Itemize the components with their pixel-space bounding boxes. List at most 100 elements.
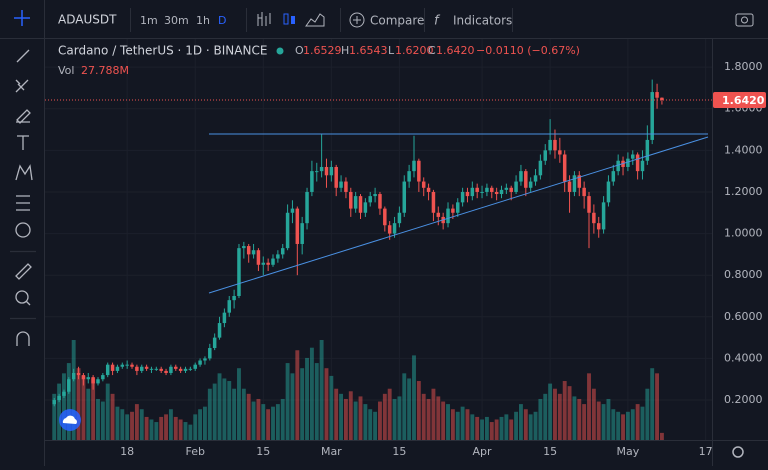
emoji-tool[interactable] [15,222,31,238]
volume-bar [601,404,606,440]
volume-bar [202,406,207,440]
candle-body [577,175,582,188]
symbol[interactable]: ADAUSDT [58,13,117,27]
volume-bar [577,398,582,440]
volume-bar [518,404,523,440]
zoom-tool[interactable] [15,290,29,304]
candle-body [67,379,71,392]
compare-icon[interactable] [353,16,361,24]
candle-body [611,171,616,182]
crosshair-icon[interactable] [14,10,30,26]
y-tick-label: 0.6000 [724,310,763,323]
volume-bar [587,373,591,440]
candle-body [650,92,654,140]
candle-body [290,208,295,213]
candles-icon[interactable] [283,13,289,25]
volume-bar [319,340,324,440]
candle-body [57,395,61,401]
candle-body [81,375,86,380]
indicators-icon[interactable]: f [434,14,441,29]
candle-body [315,171,319,173]
candle-body [169,366,173,373]
candle-body [110,364,115,371]
candle-body [349,191,353,209]
candle-body [465,191,470,197]
ruler-tool[interactable] [15,263,32,280]
last-price-label: 1.6420 [722,94,765,107]
interval-active[interactable]: D [218,14,226,27]
candle-body [310,171,314,192]
forecast-tool[interactable] [16,195,30,211]
volume-bar [596,401,601,440]
candle-body [329,166,334,176]
volume-bar [567,386,572,440]
text-tool[interactable] [17,135,29,150]
volume-bar [324,368,329,440]
volume-value: 27.788M [81,64,129,77]
candle-body [553,139,557,151]
zoom-tool[interactable] [25,300,31,306]
pattern-tool[interactable] [15,164,33,181]
candle-body [378,194,382,209]
candles-icon[interactable] [291,16,295,24]
candle-body [271,258,275,265]
settings-icon[interactable] [732,446,744,458]
candle-body [232,295,236,301]
plot [45,39,712,440]
volume-bar [100,401,105,440]
candle-body [164,370,168,373]
volume-bar [183,422,188,440]
candle-body [392,223,397,234]
trend-line-tool[interactable] [16,49,30,63]
candle-body [198,360,202,365]
candle-body [567,181,572,192]
volume-bar [484,416,489,440]
snapshot-icon[interactable] [735,13,754,27]
candle-body [217,323,222,338]
volume-bar [426,398,431,440]
candle-body [334,166,338,188]
interval[interactable]: 1m [140,14,158,27]
volume-bar [475,416,480,440]
volume-bar [368,409,373,440]
candle-body [135,366,139,371]
volume-bar [134,404,139,440]
compare-icon[interactable] [349,12,365,28]
volume-bar [494,419,499,440]
candle-body [324,166,329,176]
volume-bar [373,411,378,440]
left-toolbar [10,49,36,346]
volume-bar [285,363,290,440]
magnet-tool[interactable] [16,331,30,346]
volume-bar [378,401,382,440]
interval[interactable]: 30m [164,14,189,27]
compare[interactable]: Compare [370,14,424,28]
volume-bar [431,388,436,440]
y-tick-label: 1.4000 [724,143,763,156]
bars-icon[interactable] [257,12,271,26]
snapshot-icon[interactable] [741,16,748,24]
candle-body [154,368,159,370]
volume-bar [548,383,553,440]
candle-body [455,202,460,213]
brush-tool[interactable] [16,109,31,124]
fib-tool[interactable] [15,79,29,93]
support-line[interactable] [208,136,709,294]
interval[interactable]: 1h [196,14,210,27]
legend-key: O [295,44,304,57]
legend-value: 1.6543 [349,44,388,57]
logo[interactable] [62,415,77,424]
candle-body [52,400,56,405]
area-icon[interactable] [305,13,325,27]
volume-bar [198,409,203,440]
candle-body [222,312,227,324]
x-tick-label: 15 [392,445,406,458]
candle-body [446,208,450,224]
volume-bar [528,414,533,440]
volume-bar [382,393,387,440]
candle-body [480,191,484,193]
indicators[interactable]: Indicators [453,14,512,28]
